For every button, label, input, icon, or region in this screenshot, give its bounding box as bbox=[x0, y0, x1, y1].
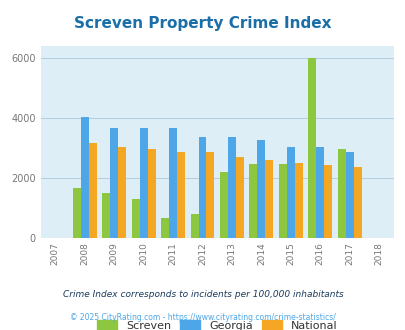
Bar bbox=[235, 157, 243, 238]
Bar bbox=[307, 58, 315, 238]
Bar bbox=[161, 218, 168, 238]
Bar bbox=[337, 149, 345, 238]
Text: Crime Index corresponds to incidents per 100,000 inhabitants: Crime Index corresponds to incidents per… bbox=[62, 290, 343, 299]
Legend: Screven, Georgia, National: Screven, Georgia, National bbox=[93, 316, 341, 330]
Bar bbox=[139, 128, 147, 238]
Bar bbox=[72, 188, 81, 238]
Bar bbox=[110, 127, 118, 238]
Bar bbox=[206, 152, 214, 238]
Bar bbox=[286, 147, 294, 238]
Bar bbox=[198, 137, 206, 238]
Bar bbox=[220, 172, 227, 238]
Bar bbox=[249, 164, 257, 238]
Bar bbox=[315, 147, 324, 238]
Bar bbox=[278, 164, 286, 238]
Bar bbox=[353, 167, 361, 238]
Bar bbox=[168, 128, 177, 238]
Bar bbox=[257, 140, 265, 238]
Bar bbox=[89, 144, 96, 238]
Bar bbox=[345, 152, 353, 238]
Text: Screven Property Crime Index: Screven Property Crime Index bbox=[74, 16, 331, 31]
Bar bbox=[177, 152, 185, 238]
Bar bbox=[227, 137, 235, 238]
Bar bbox=[265, 160, 273, 238]
Bar bbox=[294, 163, 302, 238]
Bar bbox=[102, 193, 110, 238]
Bar bbox=[131, 199, 139, 238]
Bar bbox=[324, 165, 331, 238]
Bar bbox=[190, 214, 198, 238]
Text: © 2025 CityRating.com - https://www.cityrating.com/crime-statistics/: © 2025 CityRating.com - https://www.city… bbox=[70, 313, 335, 322]
Bar bbox=[81, 117, 89, 238]
Bar bbox=[147, 149, 155, 238]
Bar bbox=[118, 147, 126, 238]
